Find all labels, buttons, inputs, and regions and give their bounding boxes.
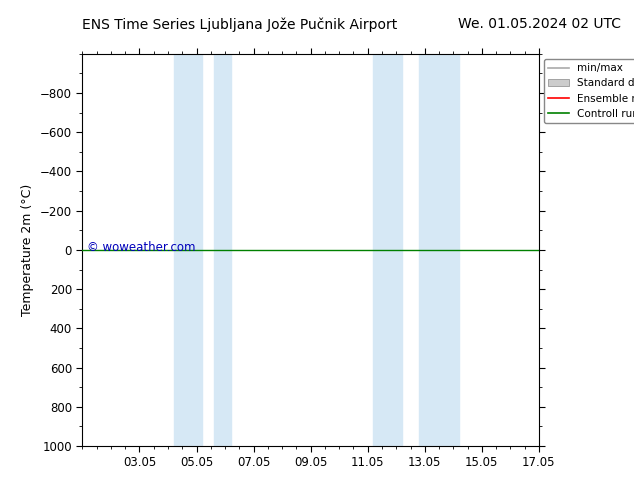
Text: ENS Time Series Ljubljana Jože Pučnik Airport: ENS Time Series Ljubljana Jože Pučnik Ai… bbox=[82, 17, 398, 32]
Bar bbox=[214, 54, 231, 446]
Legend: min/max, Standard deviation, Ensemble mean run, Controll run: min/max, Standard deviation, Ensemble me… bbox=[544, 59, 634, 123]
Y-axis label: Temperature 2m (°C): Temperature 2m (°C) bbox=[22, 184, 34, 316]
Text: © woweather.com: © woweather.com bbox=[87, 242, 195, 254]
Bar bbox=[373, 54, 402, 446]
Bar bbox=[174, 54, 202, 446]
Text: We. 01.05.2024 02 UTC: We. 01.05.2024 02 UTC bbox=[458, 17, 621, 31]
Bar bbox=[419, 54, 459, 446]
